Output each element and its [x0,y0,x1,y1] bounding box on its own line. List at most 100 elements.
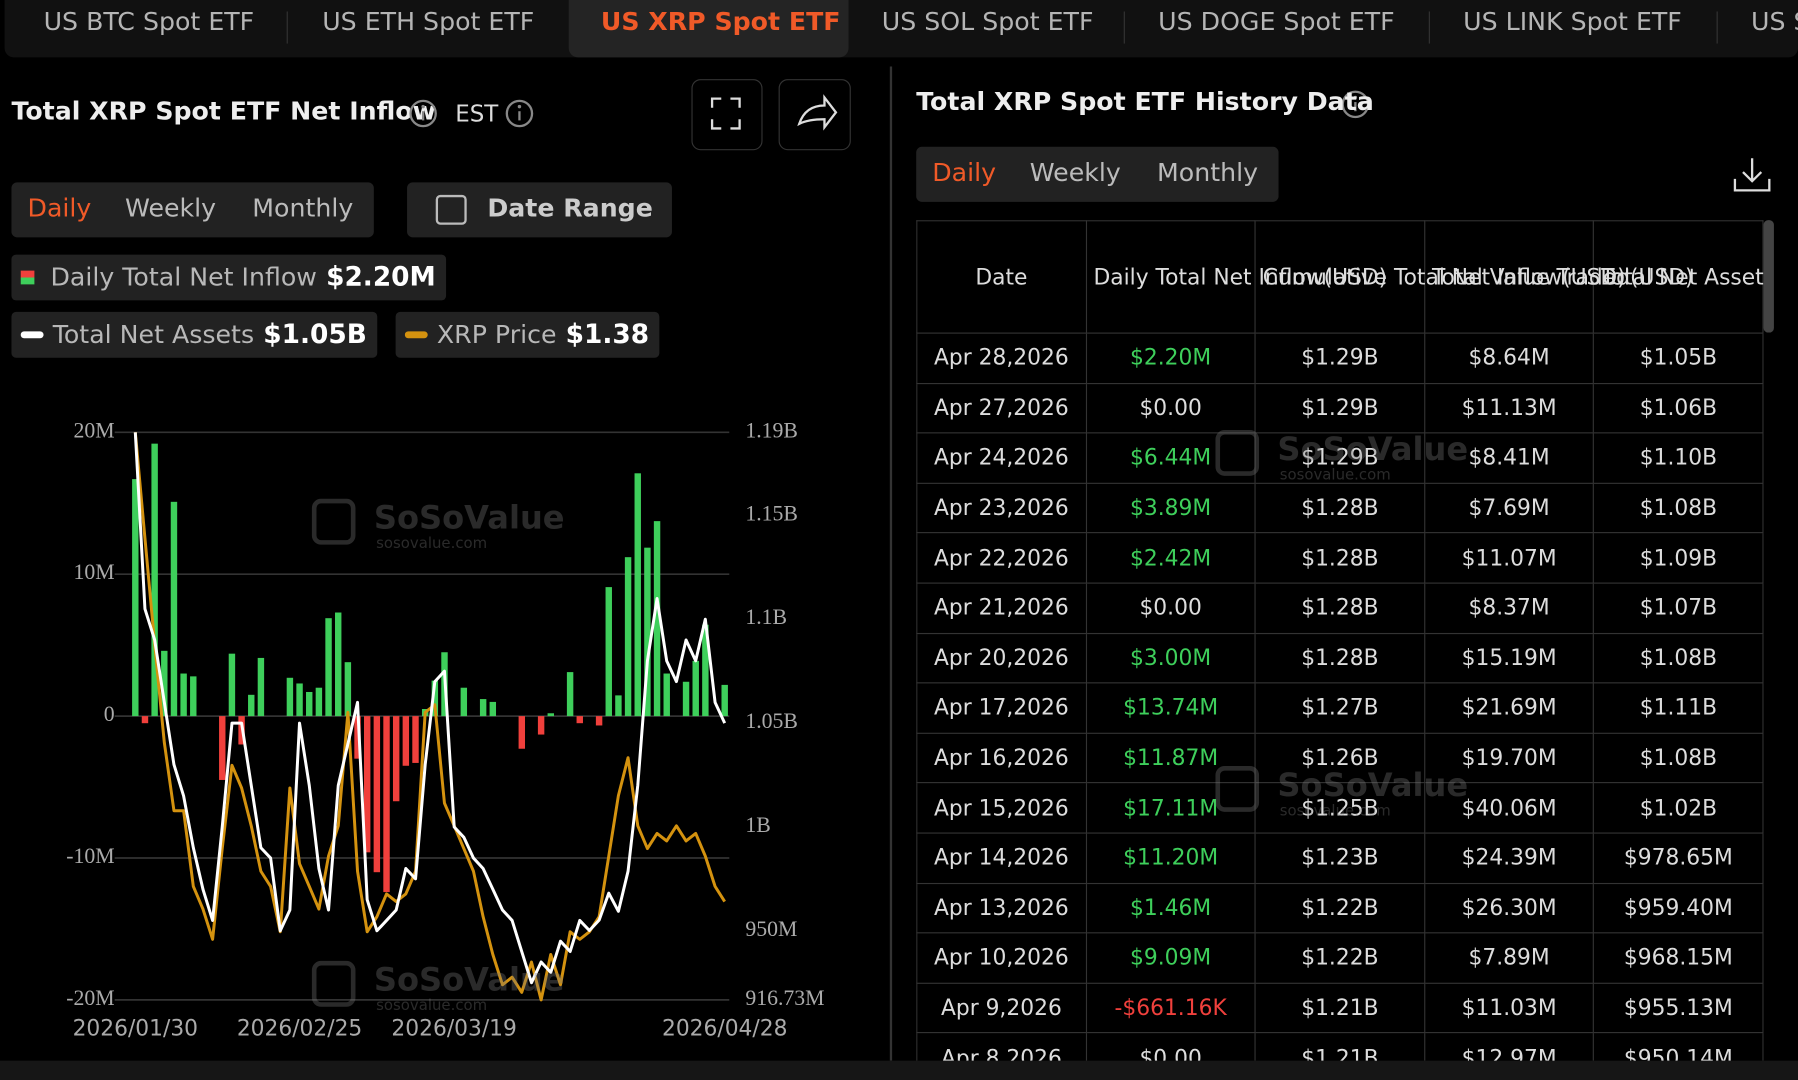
watermark-name: SoSoValue [1277,430,1469,468]
scrollbar[interactable] [1763,220,1774,333]
table-cell: $13.74M [1085,682,1256,734]
tab-separator [1716,11,1718,44]
table-cell: $26.30M [1423,882,1595,934]
legend-chip[interactable]: XRP Price $1.38 [395,311,660,358]
table-row: Apr 23,2026 $3.89M $1.28B $7.69M $1.08B [916,482,1764,534]
bar [460,687,468,717]
table-cell: Apr 13,2026 [916,882,1087,934]
table-cell: $1.25B [1254,782,1426,834]
table-wrap: Date Daily Total Net Inflow(USD) Cumulativ… [916,220,1764,1061]
bar [315,687,323,717]
period-option[interactable]: Weekly [1029,159,1121,189]
table-cell: $9.09M [1085,932,1256,984]
bar [161,650,168,717]
legend-value: $1.05B [263,319,367,350]
table-cell: Apr 8,2026 [916,1032,1087,1061]
table-cell: $1.21B [1254,982,1426,1034]
table-row: Apr 8,2026 $0.00 $1.21B $12.97M $950.14M [916,1032,1764,1061]
watermark-url: sosovalue.com [1279,802,1391,820]
bar [354,716,361,759]
period-option[interactable]: Monthly [1157,159,1259,189]
table-cell: $1.27B [1254,682,1426,734]
bottom-bar [0,1060,1798,1080]
tab[interactable]: US LINK Spot ETF [1463,8,1682,37]
column-header: Total Value Traded(USD) [1423,220,1694,334]
watermark-name: SoSoValue [1277,765,1469,804]
tab[interactable]: US XRP Spot ETF [600,8,841,37]
history-table: Date Daily Total Net Inflow(USD) Cumulativ… [916,220,1764,1061]
bar [383,716,390,893]
bar [373,716,381,873]
legend-chip[interactable]: Daily Total Net Inflow $2.20M [11,254,447,301]
bar [479,699,487,717]
info-dots [421,95,1358,121]
active-tab-bg [568,0,849,58]
bar [615,695,622,717]
table-row: Apr 21,2026 $0.00 $1.28B $8.37M $1.07B [916,582,1764,634]
period-option[interactable]: Weekly [124,194,217,224]
bar [170,501,178,717]
period-option[interactable]: Daily [932,159,997,189]
table-cell: Apr 10,2026 [916,932,1087,984]
y2-tick-label: 916.73M [745,986,824,1010]
y2-tick-label: 1.1B [745,605,787,629]
y2-tick-label: 1.05B [745,709,798,733]
bar [151,443,158,717]
bar [141,716,149,724]
watermark-logo [311,498,356,545]
y-tick-label: -20M [66,986,114,1010]
table-cell: $1.05B [1593,332,1764,384]
table-cell: $15.19M [1423,632,1595,684]
table-cell: $0.00 [1085,382,1256,434]
legend-value: $1.38 [565,319,650,350]
tab[interactable]: US DOGE Spot ETF [1158,8,1395,37]
watermark-url: sosovalue.com [1279,466,1391,484]
x-tick-label: 2026/02/25 [237,1017,362,1042]
table-cell: $21.69M [1423,682,1595,734]
period-option[interactable]: Monthly [252,194,354,224]
bar [296,683,303,717]
table-cell: $7.89M [1423,932,1595,984]
table-cell: $1.02B [1593,782,1764,834]
date-range-button[interactable]: Date Range [407,182,672,238]
table-row: Apr 9,2026 -$661.16K $1.21B $11.03M $955.13M [916,982,1764,1034]
tab[interactable]: US ETH Spot ETF [322,8,535,37]
table-cell: $1.28B [1254,632,1426,684]
legend-chip[interactable]: Total Net Assets $1.05B [11,311,378,358]
bar [624,557,632,717]
table-cell: $1.29B [1254,382,1426,434]
bar [402,716,410,766]
table-cell: $11.13M [1423,382,1595,434]
tab[interactable]: US BTC Spot ETF [43,8,255,37]
bar [644,547,651,717]
table-cell: $1.08B [1593,632,1764,684]
x-tick-label: 2026/03/19 [391,1017,516,1042]
tab[interactable]: US SOL Spot ETF [881,8,1094,37]
table-cell: $8.64M [1423,332,1595,384]
table-cell: $11.03M [1423,982,1595,1034]
bar [286,677,294,717]
table-cell: $1.08B [1593,482,1764,534]
legend-icon [404,331,428,339]
table-cell: $8.41M [1423,432,1595,484]
table-row: Apr 24,2026 $6.44M $1.29B $8.41M $1.10B [916,432,1764,484]
table-cell: $3.00M [1085,632,1256,684]
bar [595,716,603,726]
bar [634,473,641,717]
bar [180,673,187,717]
bar [489,701,497,717]
legend-label: Daily Total Net Inflow [50,263,317,292]
table-row: Apr 16,2026 $11.87M $1.26B $19.70M $1.08B [916,732,1764,784]
column-header: Total Net Assets(USD) [1593,220,1764,334]
table-cell: $1.10B [1593,432,1764,484]
bar [392,716,400,802]
tab[interactable]: US S [1750,8,1798,37]
left-title: Total XRP Spot ETF Net Inflow [11,97,436,127]
table-cell: $19.70M [1423,732,1595,784]
share-button[interactable] [778,79,851,151]
period-option[interactable]: Daily [27,194,92,224]
table-cell: Apr 28,2026 [916,332,1087,384]
column-header: Daily Total Net Inflow(USD) [1085,220,1387,334]
table-cell: $1.06B [1593,382,1764,434]
fullscreen-button[interactable] [691,79,763,151]
